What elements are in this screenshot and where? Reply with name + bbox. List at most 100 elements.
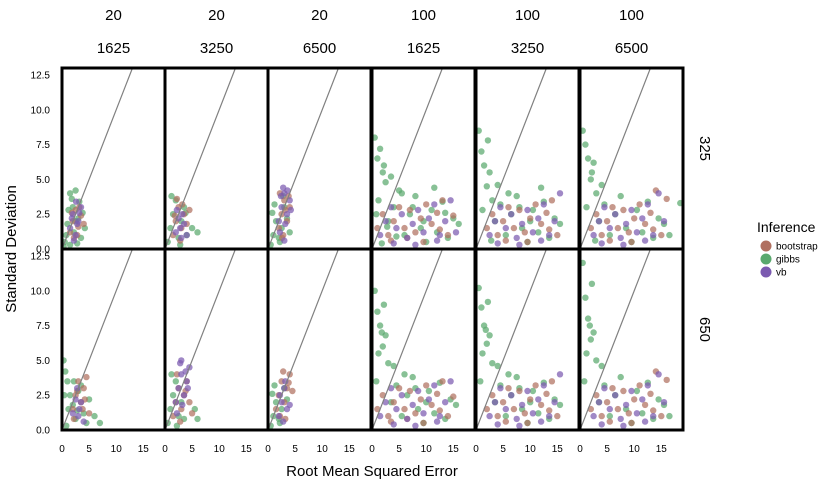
data-point-bootstrap <box>390 218 397 225</box>
data-point-bootstrap <box>188 410 196 417</box>
legend-swatch-vb <box>760 266 772 278</box>
x-tick-label: 15 <box>656 444 668 455</box>
data-point-vb <box>277 192 285 200</box>
data-point-vb <box>447 197 454 204</box>
data-point-vb <box>442 399 449 406</box>
data-point-bootstrap <box>658 412 665 420</box>
data-point-bootstrap <box>450 393 457 400</box>
data-point-bootstrap <box>546 226 553 233</box>
data-point-bootstrap <box>83 373 90 381</box>
data-point-vb <box>513 415 520 423</box>
data-point-vb <box>275 412 282 420</box>
data-point-vb <box>447 378 454 385</box>
data-point-gibbs <box>286 229 293 236</box>
data-point-bootstrap <box>450 212 457 219</box>
data-point-vb <box>284 187 291 194</box>
data-point-vb <box>486 412 493 420</box>
data-point-gibbs <box>91 412 98 420</box>
facet-strip-label: 1625 <box>97 40 130 57</box>
data-point-gibbs <box>486 169 493 176</box>
data-point-gibbs <box>617 192 624 200</box>
data-point-vb <box>508 392 515 399</box>
data-point-gibbs <box>556 220 564 228</box>
data-point-bootstrap <box>606 418 613 425</box>
data-point-vb <box>620 241 627 248</box>
facet-strip-label: 100 <box>411 7 436 24</box>
reference-line <box>62 68 134 249</box>
data-point-vb <box>529 229 537 236</box>
data-point-bootstrap <box>625 229 632 236</box>
y-tick-label: 7.5 <box>36 140 50 151</box>
data-point-vb <box>425 215 433 222</box>
data-point-vb <box>431 201 438 208</box>
data-point-gibbs <box>633 387 641 395</box>
facet-strip-label: 20 <box>105 7 122 24</box>
panel-points <box>372 134 462 248</box>
data-point-vb <box>639 396 646 403</box>
data-point-vb <box>556 190 564 197</box>
data-point-vb <box>598 421 605 428</box>
data-point-bootstrap <box>532 201 539 208</box>
data-point-vb <box>180 392 188 399</box>
data-point-bootstrap <box>177 418 184 425</box>
data-point-gibbs <box>412 192 419 200</box>
panel-points <box>372 287 460 429</box>
data-point-gibbs <box>64 378 71 385</box>
data-point-vb <box>535 215 542 222</box>
data-point-vb <box>535 396 542 403</box>
data-point-gibbs <box>62 368 69 375</box>
data-point-vb <box>390 421 397 428</box>
x-tick-label: 10 <box>214 444 226 455</box>
legend-title: Inference <box>757 219 816 235</box>
data-point-vb <box>398 211 405 218</box>
data-point-vb <box>606 405 613 413</box>
data-point-vb <box>617 234 624 242</box>
data-point-bootstrap <box>620 387 627 395</box>
data-point-gibbs <box>484 137 492 144</box>
data-point-vb <box>184 385 191 392</box>
facet-strip-label: 6500 <box>615 40 648 57</box>
data-point-bootstrap <box>439 378 446 385</box>
data-point-bootstrap <box>412 229 419 236</box>
data-point-bootstrap <box>186 206 193 214</box>
data-point-gibbs <box>513 192 520 200</box>
data-point-gibbs <box>375 350 382 357</box>
data-point-bootstrap <box>401 224 408 232</box>
data-point-bootstrap <box>444 412 452 420</box>
data-point-bootstrap <box>532 382 539 389</box>
data-point-bootstrap <box>502 237 509 244</box>
data-point-vb <box>524 387 531 395</box>
data-point-vb <box>633 410 641 417</box>
data-point-vb <box>486 231 493 239</box>
data-point-bootstrap <box>614 405 622 413</box>
reference-line <box>372 249 444 430</box>
data-point-vb <box>442 218 449 225</box>
data-point-bootstrap <box>609 385 616 392</box>
data-point-bootstrap <box>186 399 193 406</box>
data-point-vb <box>595 218 603 225</box>
data-point-gibbs <box>592 237 599 244</box>
y-tick-label: 2.5 <box>36 391 50 402</box>
x-tick-label: 10 <box>629 444 641 455</box>
data-point-gibbs <box>489 360 496 367</box>
data-point-gibbs <box>655 396 662 403</box>
reference-line <box>165 68 237 249</box>
x-tick-label: 15 <box>344 444 356 455</box>
data-point-bootstrap <box>603 399 611 406</box>
data-point-vb <box>420 229 427 236</box>
data-point-gibbs <box>66 241 74 248</box>
data-point-vb <box>409 401 416 409</box>
reference-line <box>476 249 548 430</box>
x-axis-title: Root Mean Squared Error <box>286 463 458 480</box>
data-point-gibbs <box>584 315 592 322</box>
data-point-gibbs <box>194 415 201 423</box>
data-point-bootstrap <box>554 231 561 239</box>
data-point-vb <box>540 201 547 208</box>
data-point-bootstrap <box>603 218 611 225</box>
data-point-vb <box>537 418 545 425</box>
data-point-vb <box>524 206 531 214</box>
data-point-bootstrap <box>499 218 507 225</box>
data-point-vb <box>601 385 608 392</box>
data-point-gibbs <box>582 294 589 301</box>
data-point-bootstrap <box>543 209 550 216</box>
